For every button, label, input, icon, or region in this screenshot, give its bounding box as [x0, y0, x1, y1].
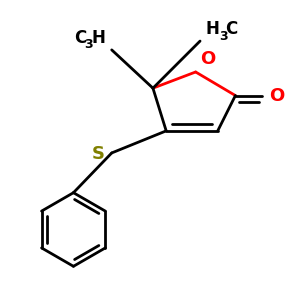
Text: 3: 3 — [219, 29, 228, 43]
Text: H: H — [206, 20, 220, 38]
Text: C: C — [74, 29, 87, 47]
Text: O: O — [200, 50, 215, 68]
Text: O: O — [269, 86, 284, 104]
Text: C: C — [225, 20, 237, 38]
Text: 3: 3 — [84, 38, 93, 51]
Text: S: S — [92, 146, 104, 164]
Text: H: H — [92, 29, 106, 47]
